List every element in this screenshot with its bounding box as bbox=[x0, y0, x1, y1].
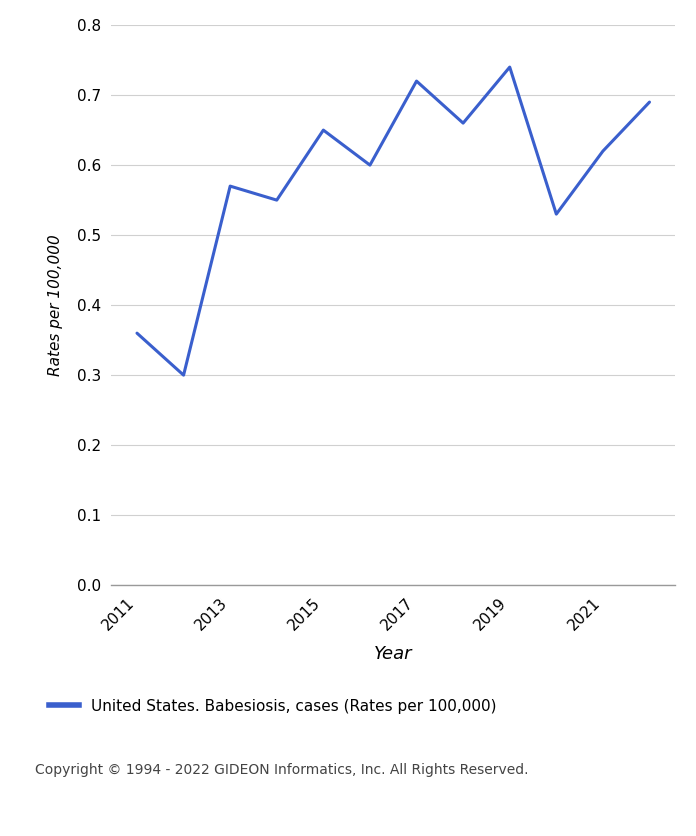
Text: Copyright © 1994 - 2022 GIDEON Informatics, Inc. All Rights Reserved.: Copyright © 1994 - 2022 GIDEON Informati… bbox=[35, 763, 528, 777]
Y-axis label: Rates per 100,000: Rates per 100,000 bbox=[48, 234, 63, 376]
X-axis label: Year: Year bbox=[374, 645, 413, 663]
Legend: United States. Babesiosis, cases (Rates per 100,000): United States. Babesiosis, cases (Rates … bbox=[42, 692, 503, 720]
